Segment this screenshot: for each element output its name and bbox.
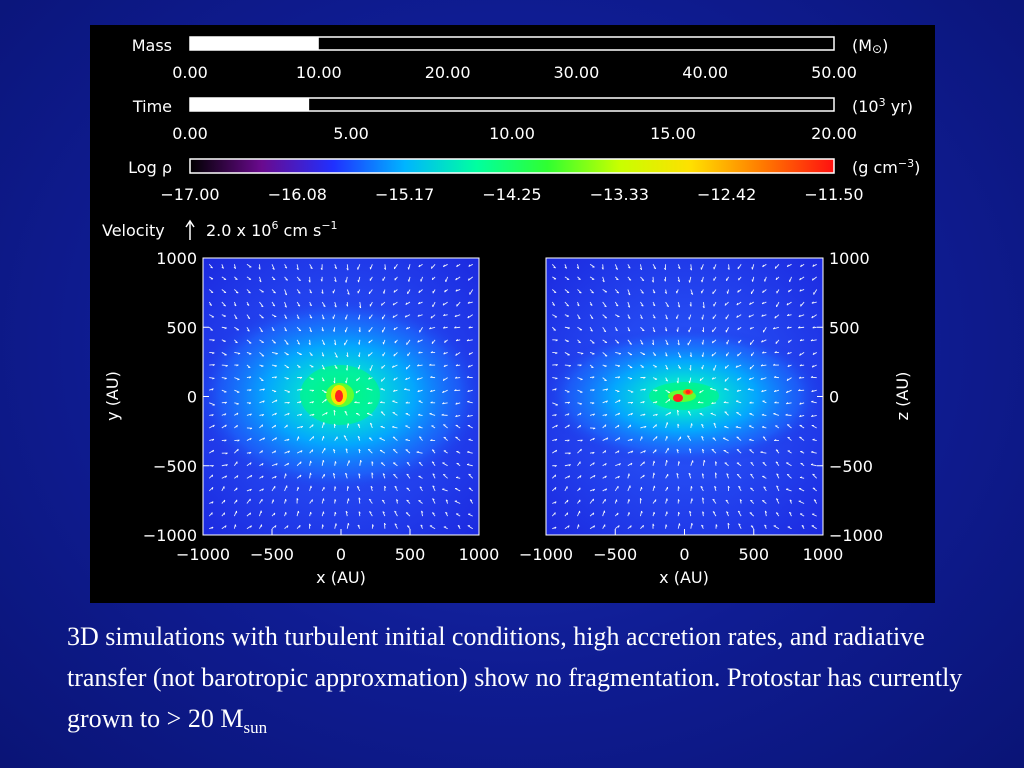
slide-caption: 3D simulations with turbulent initial co… <box>67 616 967 748</box>
x-tick-label: 1000 <box>803 545 844 564</box>
x-tick-label: 500 <box>395 545 426 564</box>
mass-unit: (M⊙) <box>852 36 888 56</box>
x-tick-label: −500 <box>593 545 637 564</box>
axes-left: −1000 −500 0 500 1000 1000 500 0 −500 −1000 <box>143 249 499 564</box>
time-bar-fill <box>190 98 310 111</box>
mass-tick-label: 0.00 <box>172 63 208 82</box>
x-tick-label: −500 <box>250 545 294 564</box>
mass-tick-label: 50.00 <box>811 63 857 82</box>
y-tick-label: −500 <box>829 457 873 476</box>
figure-canvas: Mass (M⊙) 0.00 10.00 20.00 30.00 40.00 50.00 … <box>102 36 920 587</box>
y-tick-label: 500 <box>166 318 197 337</box>
density-colorbar <box>189 158 835 174</box>
y-tick-label: 500 <box>829 318 860 337</box>
axes-right: −1000 −500 0 500 1000 1000 500 0 −500 −1000 <box>519 249 883 564</box>
velocity-arrow-icon <box>185 219 195 240</box>
time-label: Time <box>132 97 172 116</box>
density-map-xz <box>545 257 824 536</box>
mass-tick-label: 30.00 <box>553 63 599 82</box>
velocity-vectors-left <box>208 263 474 530</box>
density-tick-label: −15.17 <box>375 185 434 204</box>
density-tick-label: −11.50 <box>804 185 863 204</box>
mass-bar-fill <box>190 37 319 50</box>
mass-tick-labels: 0.00 10.00 20.00 30.00 40.00 50.00 <box>172 63 857 82</box>
time-tick-labels: 0.00 5.00 10.00 15.00 20.00 <box>172 124 857 143</box>
y-axis-label-left: y (AU) <box>103 371 122 421</box>
x-axis-label-left: x (AU) <box>316 568 366 587</box>
velocity-label: Velocity <box>102 221 165 240</box>
x-tick-label: 0 <box>336 545 346 564</box>
simulation-figure: Mass (M⊙) 0.00 10.00 20.00 30.00 40.00 50.00 … <box>90 25 935 603</box>
x-tick-label: 0 <box>679 545 689 564</box>
time-unit: (103 yr) <box>852 96 913 116</box>
y-tick-label: −1000 <box>143 526 197 545</box>
velocity-vectors-right <box>551 263 818 530</box>
time-tick-label: 20.00 <box>811 124 857 143</box>
caption-text: 3D simulations with turbulent initial co… <box>67 622 963 733</box>
time-tick-label: 5.00 <box>333 124 369 143</box>
density-unit: (g cm−3) <box>852 157 920 177</box>
mass-label: Mass <box>132 36 172 55</box>
density-tick-labels: −17.00 −16.08 −15.17 −14.25 −13.33 −12.42 −11.… <box>160 185 863 204</box>
density-tick-label: −14.25 <box>482 185 541 204</box>
velocity-magnitude: 2.0 x 106 cm s−1 <box>206 219 338 240</box>
y-tick-label: 0 <box>829 388 839 407</box>
density-tick-label: −12.42 <box>697 185 756 204</box>
y-tick-label: −500 <box>153 457 197 476</box>
caption-subscript: sun <box>243 718 268 738</box>
time-tick-label: 10.00 <box>489 124 535 143</box>
mass-tick-label: 20.00 <box>425 63 471 82</box>
time-tick-label: 15.00 <box>650 124 696 143</box>
x-axis-label-right: x (AU) <box>659 568 709 587</box>
mass-tick-label: 40.00 <box>682 63 728 82</box>
x-tick-label: 500 <box>738 545 769 564</box>
density-tick-label: −16.08 <box>268 185 327 204</box>
density-tick-label: −13.33 <box>590 185 649 204</box>
y-axis-label-right: z (AU) <box>893 372 912 421</box>
x-tick-label: −1000 <box>519 545 573 564</box>
y-tick-label: 1000 <box>156 249 197 268</box>
y-tick-label: 0 <box>187 388 197 407</box>
density-label: Log ρ <box>128 158 172 177</box>
x-tick-label: −1000 <box>176 545 230 564</box>
y-tick-label: −1000 <box>829 526 883 545</box>
density-tick-label: −17.00 <box>160 185 219 204</box>
density-map-xy <box>202 257 480 536</box>
y-tick-label: 1000 <box>829 249 870 268</box>
x-tick-label: 1000 <box>459 545 500 564</box>
mass-tick-label: 10.00 <box>296 63 342 82</box>
time-tick-label: 0.00 <box>172 124 208 143</box>
